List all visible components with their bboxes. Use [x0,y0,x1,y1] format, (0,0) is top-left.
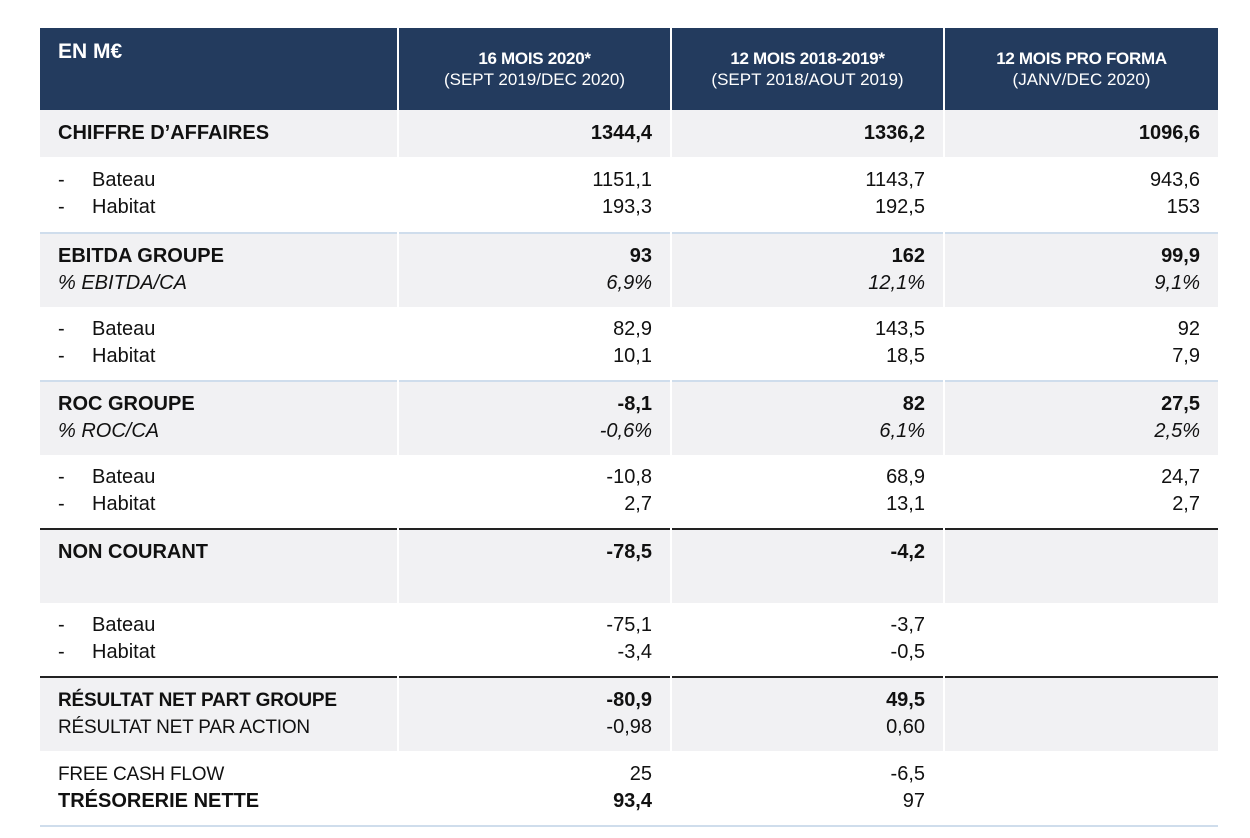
table-row-resultat-net: RÉSULTAT NET PART GROUPE RÉSULTAT NET PA… [40,676,1218,751]
cell-value: 943,6 [1149,169,1200,191]
column-header-pro-forma: 12 MOIS PRO FORMA (JANV/DEC 2020) [944,28,1218,110]
cell-value: 0,60 [886,716,925,738]
cell-value: 24,7 [1161,466,1200,488]
row-sublabel: % ROC/CA [58,420,160,442]
cell-value: -8,1 [617,393,652,415]
cell-value: -6,5 [890,763,925,785]
empty-cell [944,751,1218,827]
cell-value: 143,5 [874,318,925,340]
empty-cell [944,603,1218,677]
cell-value: -78,5 [606,541,652,563]
row-label: RÉSULTAT NET PART GROUPE [58,690,337,711]
column-header-subtitle: (SEPT 2019/DEC 2020) [443,69,626,89]
cell-value: -0,98 [606,716,652,738]
sub-row-label: - Habitat [58,196,156,218]
cell-value: 93 [629,245,652,267]
cell-value: 1151,1 [592,169,652,191]
cell-value: 82 [902,393,925,415]
cell-percent: 6,9% [606,272,652,294]
table-row-non-courant: NON COURANT -78,5 -4,2 [40,528,1218,603]
table-row-ebitda-split: - Bateau - Habitat 82,9 10,1 143,5 18,5 92… [40,307,1218,381]
cell-value: 1096,6 [1138,122,1200,144]
cell-percent: 6,1% [879,420,925,442]
table-row-cash: FREE CASH FLOW TRÉSORERIE NETTE 25 93,4 … [40,751,1218,827]
cell-value: 92 [1177,318,1200,340]
cell-value: 162 [891,245,925,267]
cell-percent: -0,6% [599,420,652,442]
row-sublabel: RÉSULTAT NET PAR ACTION [58,717,310,738]
row-label: CHIFFRE D’AFFAIRES [58,122,270,144]
sub-row-label: - Habitat [58,493,156,515]
table-row-chiffre-affaires-split: - Bateau - Habitat 1151,1 193,3 1143,7 192… [40,157,1218,233]
cell-value: 7,9 [1172,345,1200,367]
column-header-subtitle: (JANV/DEC 2020) [1012,69,1151,89]
column-header-title: 12 MOIS 2018-2019* [730,48,885,68]
cell-value: 153 [1166,196,1200,218]
column-header-title: 12 MOIS PRO FORMA [996,48,1167,68]
sub-row-label: - Habitat [58,345,156,367]
table-row-chiffre-affaires: CHIFFRE D’AFFAIRES 1344,4 1336,2 1096,6 [40,110,1218,157]
sub-row-label: - Bateau [58,318,156,340]
cell-value: -75,1 [606,614,652,636]
cell-value: 13,1 [886,493,925,515]
cell-value: -80,9 [606,689,652,711]
cell-value: 82,9 [613,318,652,340]
cell-value: 1143,7 [865,169,925,191]
cell-value: 49,5 [886,689,925,711]
cell-value: 2,7 [624,493,652,515]
column-header-16-months: 16 MOIS 2020* (SEPT 2019/DEC 2020) [398,28,672,110]
cell-value: -3,4 [617,641,652,663]
sub-row-label: - Habitat [58,641,156,663]
cell-value: 1344,4 [590,122,652,144]
financial-table-container: EN M€ 16 MOIS 2020* (SEPT 2019/DEC 2020)… [40,28,1218,827]
cell-value: 99,9 [1161,245,1200,267]
row-label: NON COURANT [58,541,208,563]
cell-value: 27,5 [1161,393,1200,415]
cell-value: 10,1 [613,345,652,367]
financial-results-table: EN M€ 16 MOIS 2020* (SEPT 2019/DEC 2020)… [40,28,1218,827]
cell-percent: 12,1% [868,272,925,294]
sub-row-label: - Bateau [58,169,156,191]
row-label: FREE CASH FLOW [58,764,225,785]
row-label: EBITDA GROUPE [58,245,224,267]
cell-value: 193,3 [601,196,652,218]
cell-value: 2,7 [1172,493,1200,515]
cell-value: -3,7 [890,614,925,636]
column-header-subtitle: (SEPT 2018/AOUT 2019) [711,69,904,89]
cell-value: 97 [902,790,925,812]
sub-row-label: - Bateau [58,614,156,636]
cell-value: 192,5 [874,196,925,218]
cell-value: 1336,2 [863,122,925,144]
row-label: ROC GROUPE [58,393,195,415]
table-row-roc: ROC GROUPE % ROC/CA -8,1 -0,6% 82 6,1% 2… [40,380,1218,455]
unit-header: EN M€ [40,28,399,110]
table-row-non-courant-split: - Bateau - Habitat -75,1 -3,4 -3,7 -0,5 [40,603,1218,677]
sub-row-label: - Bateau [58,466,156,488]
cell-value: 68,9 [886,466,925,488]
cell-value: 25 [629,763,652,785]
column-header-12-months: 12 MOIS 2018-2019* (SEPT 2018/AOUT 2019) [671,28,945,110]
cell-percent: 9,1% [1154,272,1200,294]
cell-value: 18,5 [886,345,925,367]
empty-cell [944,676,1218,751]
cell-value: -4,2 [890,541,925,563]
cell-value: 93,4 [613,790,652,812]
table-header-row: EN M€ 16 MOIS 2020* (SEPT 2019/DEC 2020)… [40,28,1218,110]
cell-value: -0,5 [890,641,925,663]
table-row-ebitda: EBITDA GROUPE % EBITDA/CA 93 6,9% 162 12… [40,232,1218,307]
row-sublabel: % EBITDA/CA [58,272,187,294]
row-sublabel: TRÉSORERIE NETTE [58,790,260,812]
empty-cell [944,528,1218,603]
column-header-title: 16 MOIS 2020* [478,48,591,68]
table-row-roc-split: - Bateau - Habitat -10,8 2,7 68,9 13,1 24,… [40,455,1218,529]
cell-value: -10,8 [606,466,652,488]
cell-percent: 2,5% [1154,420,1200,442]
